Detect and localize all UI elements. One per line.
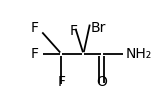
Text: F: F: [31, 47, 39, 61]
Text: F: F: [31, 21, 39, 35]
Text: O: O: [96, 75, 107, 89]
Text: F: F: [57, 75, 65, 89]
Text: NH₂: NH₂: [126, 47, 152, 61]
Text: Br: Br: [91, 21, 106, 35]
Text: F: F: [70, 24, 78, 38]
